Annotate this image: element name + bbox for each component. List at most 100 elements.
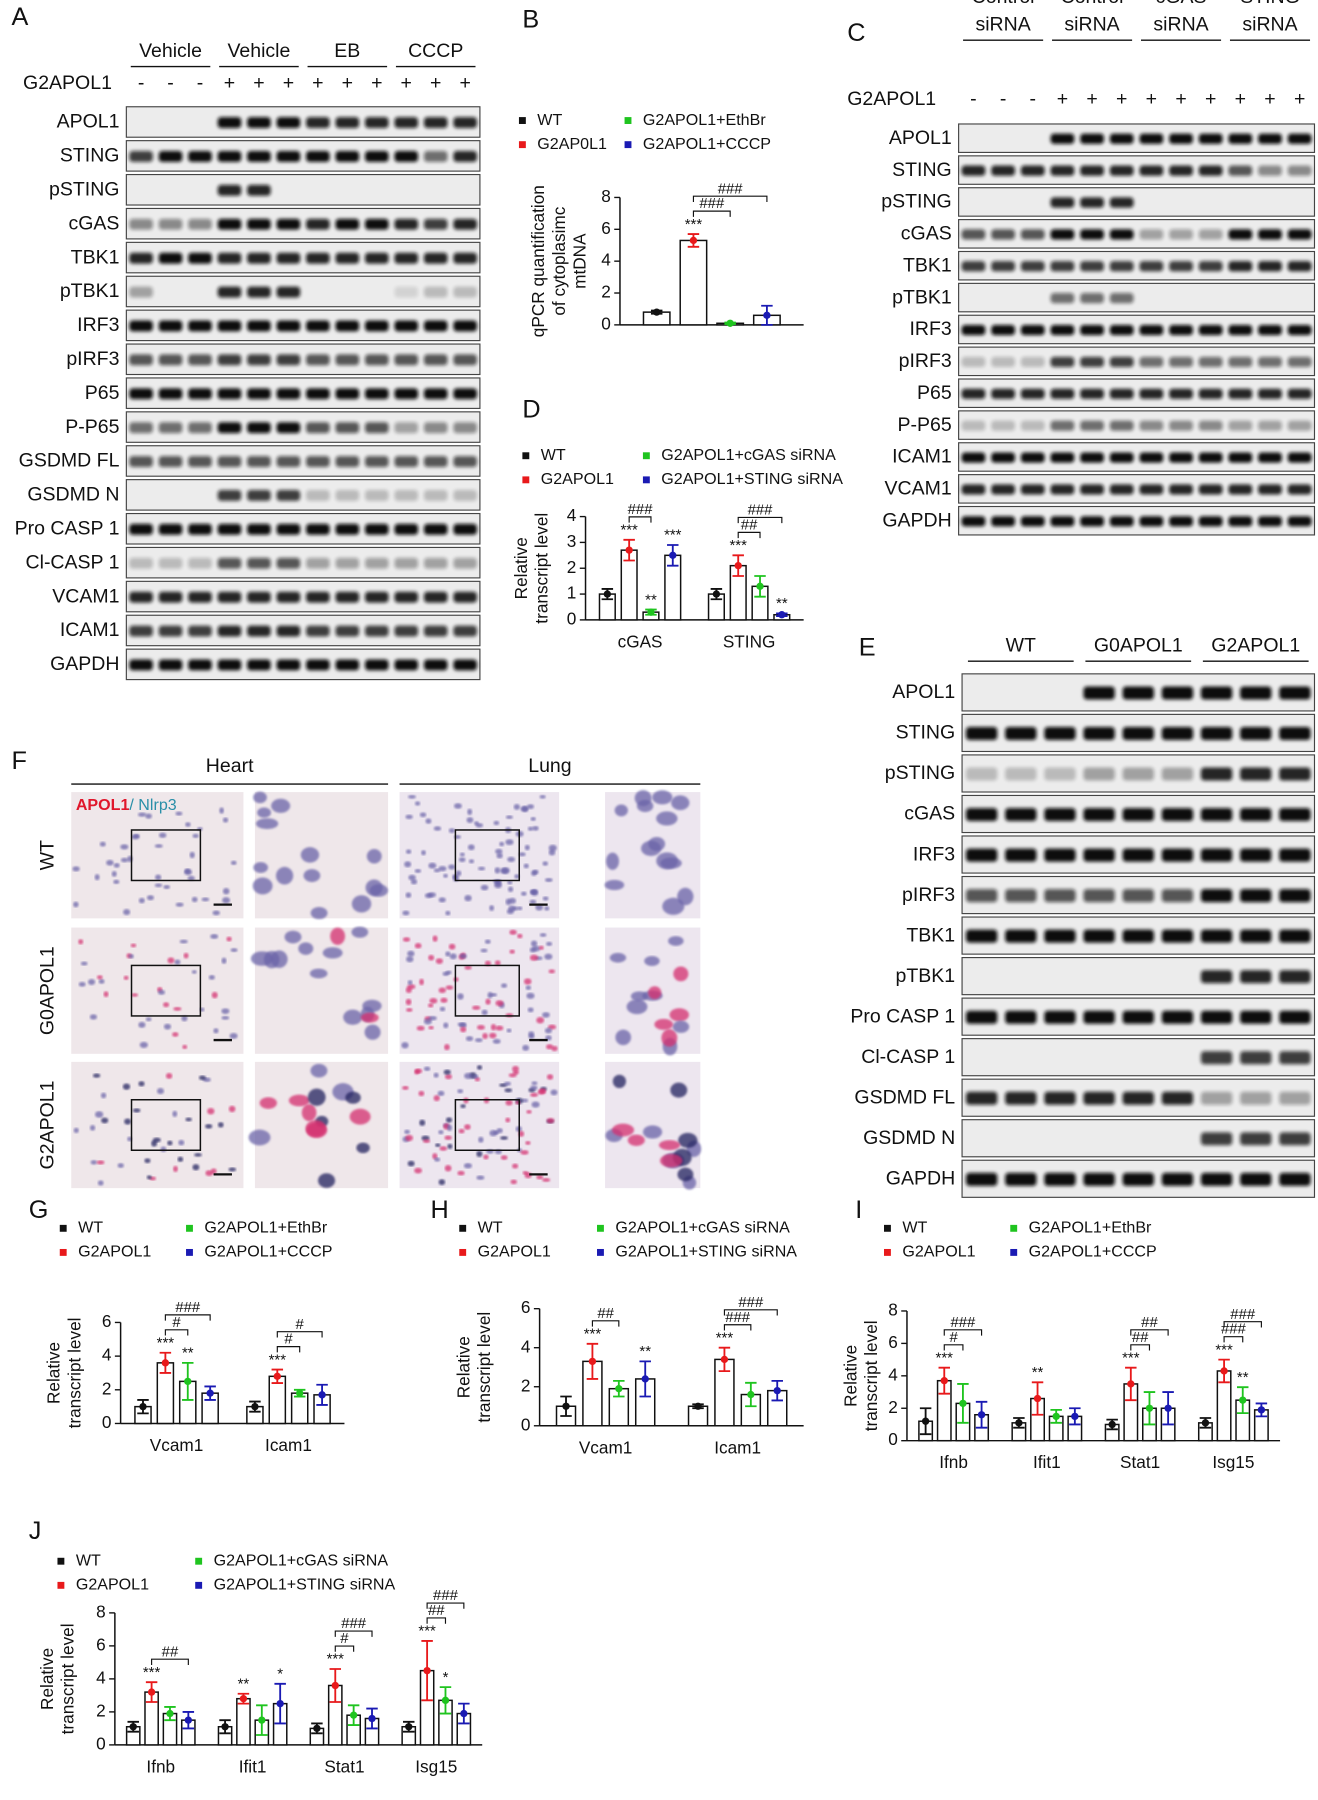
blot-band (1161, 929, 1194, 943)
blot-band (423, 151, 448, 162)
blot-band (1279, 686, 1311, 700)
mean-point (625, 546, 633, 554)
cell (192, 833, 199, 838)
blot-band (335, 490, 360, 501)
cell (175, 902, 184, 907)
blot-band (1198, 516, 1223, 527)
bracket-label: ### (628, 501, 654, 518)
blot-band (1279, 1051, 1311, 1065)
mean-point (669, 551, 677, 559)
blot-band (1080, 293, 1104, 304)
blot-band (1109, 197, 1134, 208)
blot-band (1200, 970, 1233, 984)
blot-band (365, 354, 389, 366)
group-label: G2APOL1 (1211, 634, 1300, 656)
blot-band (247, 523, 271, 535)
blot-band (1161, 727, 1194, 740)
y-tick-label: 6 (96, 1634, 106, 1654)
x-tick-label: Vcam1 (579, 1437, 633, 1457)
blot-band (1198, 388, 1223, 399)
blot-band (1122, 686, 1154, 700)
legend-marker (518, 117, 526, 124)
blot-band (1200, 767, 1233, 781)
cell (544, 906, 550, 911)
bracket-label: ### (725, 1309, 751, 1326)
blot-row-label: P-P65 (898, 414, 952, 436)
cell (672, 1020, 690, 1033)
bracket-label: ### (1230, 1306, 1256, 1323)
cell (213, 1028, 219, 1034)
cell (438, 1179, 446, 1186)
cell (298, 942, 314, 955)
blot-band (1161, 808, 1194, 822)
legend-label: G2APOL1 (76, 1576, 149, 1594)
significance-bracket (334, 1645, 355, 1652)
cell (78, 939, 84, 945)
cell (433, 826, 442, 831)
cell (474, 1038, 483, 1043)
blot-band (276, 117, 301, 128)
cell (402, 1085, 409, 1090)
cell (460, 1026, 467, 1033)
legend-marker (518, 141, 526, 149)
bracket-label: # (172, 1314, 181, 1331)
blot-band (1083, 727, 1115, 740)
cell (414, 801, 421, 806)
cell (189, 851, 195, 859)
cell (501, 867, 510, 874)
blot-band (1050, 324, 1075, 336)
cell (157, 989, 166, 995)
legend-label: WT (902, 1219, 927, 1237)
cell (546, 1117, 555, 1124)
blot-strip (125, 614, 481, 647)
blot-band (306, 659, 330, 671)
cell (131, 993, 139, 997)
y-axis-label: Relative (37, 1648, 57, 1710)
blot-band (1240, 970, 1272, 984)
cell (510, 1179, 517, 1185)
blot-row-label: pTBK1 (60, 280, 120, 302)
cell (221, 1008, 230, 1015)
cell (303, 869, 321, 883)
lane-sign: + (459, 72, 470, 94)
cell (163, 1023, 172, 1030)
blot-band (961, 388, 986, 399)
significance-stars: *** (418, 1623, 436, 1640)
mean-point (1033, 1394, 1042, 1403)
blot-row-label: GAPDH (886, 1168, 955, 1190)
panel-letter: H (431, 1196, 449, 1224)
significance-bracket (334, 1630, 373, 1637)
cell (275, 866, 294, 885)
cell (414, 943, 422, 949)
panel-letter: B (522, 5, 539, 33)
blot-band (1198, 165, 1223, 176)
cell (433, 1072, 439, 1078)
cell (538, 945, 544, 950)
blot-band (1198, 324, 1223, 336)
cell (530, 940, 538, 947)
blot-band (1258, 452, 1282, 463)
cell (410, 879, 418, 885)
blot-band (1258, 165, 1282, 176)
cell (475, 823, 484, 828)
cell (182, 1044, 188, 1050)
blot-band (129, 456, 153, 467)
cell (516, 906, 523, 911)
panel-letter: I (855, 1196, 862, 1224)
inset-box (130, 829, 202, 882)
cell (443, 873, 448, 878)
y-tick-label: 0 (521, 1414, 531, 1434)
blot-band (1080, 356, 1104, 368)
blot-band (129, 557, 153, 569)
blot-row-label: Cl-CASP 1 (861, 1046, 955, 1068)
blot-band (247, 117, 271, 128)
blot-band (1044, 889, 1076, 903)
cell (670, 1082, 688, 1098)
cell (192, 1164, 200, 1171)
blot-band (365, 117, 389, 128)
cell (128, 954, 134, 959)
legend-marker (59, 1248, 67, 1256)
cell (222, 817, 229, 823)
cell (187, 875, 195, 881)
